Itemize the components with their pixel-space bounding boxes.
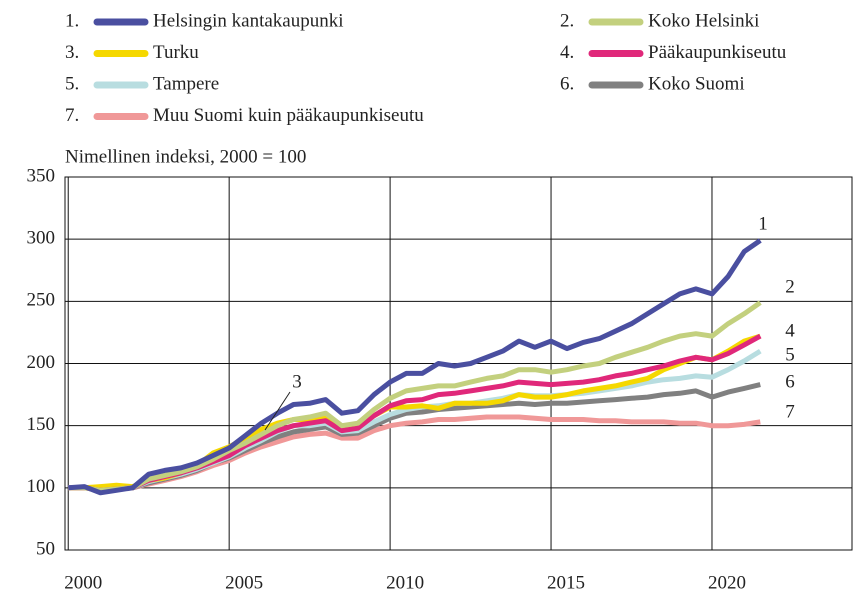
legend-number: 4.	[560, 42, 574, 63]
legend-label: Turku	[153, 42, 199, 63]
legend-label: Koko Helsinki	[648, 10, 759, 31]
series-line	[68, 238, 762, 496]
legend-label: Muu Suomi kuin pääkaupunkiseutu	[153, 105, 424, 126]
y-tick-label: 350	[27, 165, 56, 186]
x-tick-label: 2010	[386, 572, 424, 593]
legend-label: Koko Suomi	[648, 73, 745, 94]
x-tick-label: 2015	[547, 572, 585, 593]
x-tick-label: 2005	[225, 572, 263, 593]
y-tick-label: 50	[36, 538, 55, 559]
y-tick-label: 250	[27, 290, 56, 311]
legend-number: 5.	[65, 73, 79, 94]
series-label: 6	[785, 371, 795, 392]
legend-number: 2.	[560, 10, 574, 31]
series-label: 1	[758, 213, 768, 234]
legend-label: Helsingin kantakaupunki	[153, 10, 344, 31]
legend-number: 3.	[65, 42, 79, 63]
series-label: 5	[785, 344, 795, 365]
series-label: 7	[785, 401, 795, 422]
series-label: 4	[785, 320, 795, 341]
y-tick-label: 300	[27, 228, 56, 249]
series-label: 3	[292, 371, 302, 392]
legend-number: 1.	[65, 10, 79, 31]
x-tick-label: 2000	[64, 572, 102, 593]
x-tick-label: 2020	[708, 572, 746, 593]
y-tick-label: 200	[27, 352, 56, 373]
legend-label: Pääkaupunkiseutu	[648, 42, 787, 63]
legend-number: 6.	[560, 73, 574, 94]
leader-line	[264, 391, 291, 431]
series-label: 2	[785, 276, 795, 297]
series-line	[68, 300, 762, 493]
y-tick-label: 100	[27, 476, 56, 497]
y-tick-label: 150	[27, 414, 56, 435]
y-axis-label: Nimellinen indeksi, 2000 = 100	[65, 146, 306, 167]
legend-number: 7.	[65, 105, 79, 126]
legend-label: Tampere	[153, 73, 219, 94]
